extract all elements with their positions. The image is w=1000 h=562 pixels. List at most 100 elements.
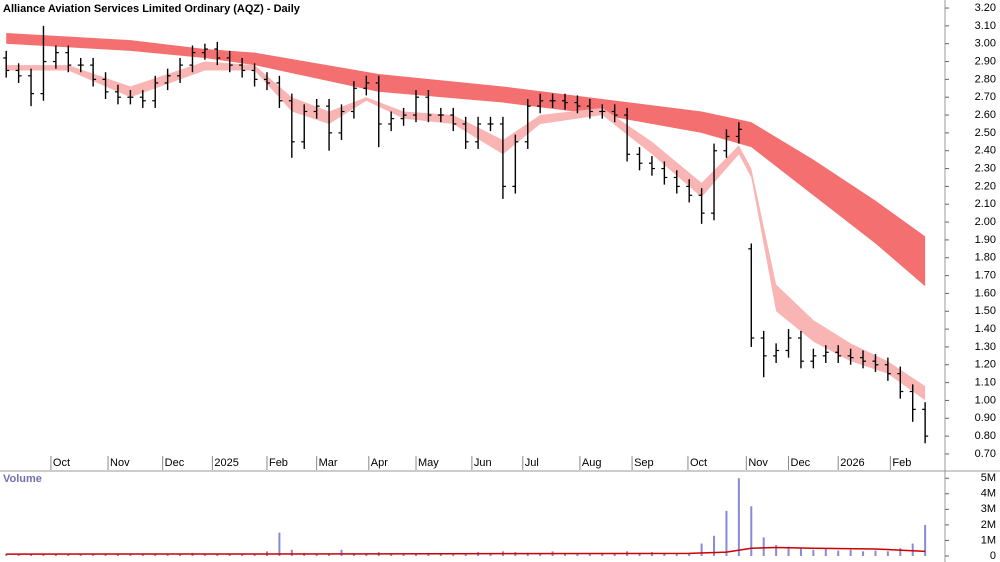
y-tick-label: 1.40 [975,323,996,335]
volume-bar [365,553,368,556]
volume-bar [886,551,889,556]
volume-bar [5,553,8,556]
volume-bar [675,553,678,556]
volume-bar [166,554,169,556]
y-tick-label: 3.10 [975,20,996,32]
x-tick-label: Nov [748,457,768,469]
volume-bar [812,549,815,556]
volume-bar [216,553,219,556]
volume-bar [539,553,542,556]
y-tick-label: 2.70 [975,91,996,103]
x-tick-label: Mar [319,457,338,469]
volume-bar [42,553,45,556]
y-tick-label: 4M [981,488,996,500]
y-tick-label: 5M [981,472,996,484]
y-tick-label: 3.00 [975,38,996,50]
volume-bar [638,552,641,556]
volume-bar [862,551,865,556]
volume-bar [526,552,529,556]
x-tick-label: Oct [690,457,707,469]
x-tick-label: Nov [110,457,130,469]
volume-title: Volume [3,473,42,485]
volume-bar [30,554,33,556]
volume-bar [315,553,318,556]
x-tick-label: Jun [474,457,492,469]
y-tick-label: 1.60 [975,287,996,299]
volume-bar [588,554,591,556]
volume-bar [601,552,604,556]
volume-bar [402,553,405,556]
x-tick-label: May [418,457,439,469]
volume-bar [911,543,914,556]
y-tick-label: 3.20 [975,2,996,14]
y-tick-label: 1.90 [975,234,996,246]
x-tick-label: Sep [634,457,654,469]
x-tick-label: Aug [582,457,602,469]
x-tick-label: Oct [53,457,70,469]
volume-bar [116,554,119,556]
volume-bar [104,554,107,556]
volume-bar [17,554,20,556]
volume-bar [340,549,343,556]
volume-bar [663,552,666,556]
volume-bar [824,549,827,556]
volume-bar [203,553,206,556]
volume-bar [737,478,740,556]
y-tick-label: 1.00 [975,394,996,406]
y-tick-label: 1.80 [975,252,996,264]
y-tick-label: 1.20 [975,359,996,371]
y-tick-label: 2.20 [975,180,996,192]
chart-title: Alliance Aviation Services Limited Ordin… [3,3,301,15]
volume-bar [874,550,877,556]
volume-bar [464,553,467,556]
volume-bar [278,532,281,556]
volume-bar [613,553,616,556]
volume-bar [79,554,82,556]
volume-bar [713,535,716,556]
volume-bar [924,524,927,556]
volume-bar [129,553,132,556]
volume-bar [849,549,852,556]
y-tick-label: 2.80 [975,73,996,85]
volume-bar [899,548,902,556]
volume-bar [725,510,728,556]
y-tick-label: 1.50 [975,305,996,317]
volume-bar [328,554,331,556]
volume-bar [700,543,703,556]
volume-bar [762,537,765,556]
volume-bar [228,554,231,556]
volume-bar [179,554,182,556]
y-tick-label: 1M [981,534,996,546]
volume-bar [439,554,442,556]
y-tick-label: 0.70 [975,448,996,460]
volume-bar [799,548,802,556]
volume-bar [253,554,256,556]
x-tick-label: Jul [525,457,539,469]
volume-bar [750,506,753,556]
volume-bar [241,554,244,556]
volume-bar [67,554,70,556]
volume-bar [92,554,95,556]
y-tick-label: 1.10 [975,377,996,389]
volume-bar [564,553,567,556]
volume-average [6,546,926,555]
volume-bar [576,553,579,556]
volume-bar [688,552,691,556]
x-tick-label: Feb [892,457,911,469]
y-tick-label: 2.30 [975,162,996,174]
volume-bar [141,554,144,556]
volume-bar [54,554,57,556]
y-tick-label: 2.40 [975,145,996,157]
x-tick-label: Dec [165,457,185,469]
y-tick-label: 2.90 [975,55,996,67]
y-tick-label: 0.80 [975,430,996,442]
y-tick-label: 2M [981,519,996,531]
ribbon-band [6,32,926,287]
x-tick-label: Apr [371,457,388,469]
volume-bar [787,546,790,556]
y-tick-label: 3M [981,503,996,515]
volume-bar [775,545,778,556]
volume-bar [489,553,492,556]
volume-bar [390,553,393,556]
